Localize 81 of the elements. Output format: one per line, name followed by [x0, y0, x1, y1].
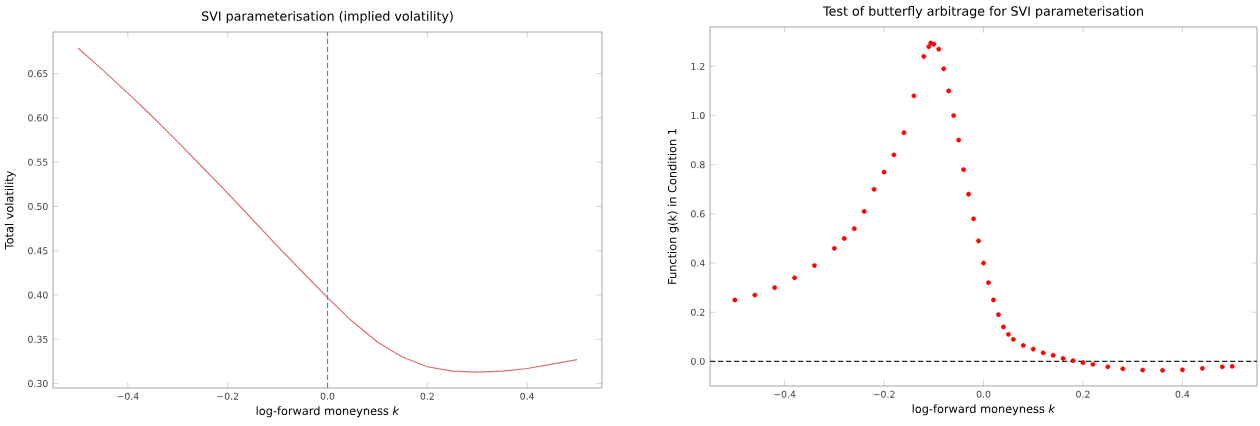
point — [961, 167, 967, 173]
point — [986, 280, 991, 286]
chart-title: Test of butterfly arbitrage for SVI parameterisation — [822, 6, 1143, 19]
point — [1060, 356, 1066, 361]
point — [966, 191, 971, 197]
x-tick-label: 0.2 — [420, 392, 434, 400]
y-tick-label: 1.2 — [691, 62, 705, 70]
x-tick-label: −0.2 — [873, 390, 895, 398]
point — [901, 130, 907, 136]
x-tick-label: −0.4 — [774, 390, 796, 398]
point — [996, 312, 1001, 318]
point — [1001, 324, 1006, 330]
y-tick-label: 0.0 — [691, 357, 705, 365]
y-tick-label: 0.2 — [691, 308, 705, 316]
y-axis-title: Total volatility — [4, 170, 16, 250]
x-tick-label: 0.4 — [1175, 390, 1190, 398]
point — [976, 238, 981, 244]
point — [936, 46, 942, 52]
point — [951, 113, 957, 118]
point — [1020, 343, 1026, 348]
y-tick-label: 0.50 — [28, 202, 48, 210]
x-tick-label: 0.4 — [520, 392, 535, 400]
point — [956, 137, 962, 143]
y-tick-label: 0.6 — [691, 210, 705, 218]
point — [1219, 364, 1225, 370]
point — [941, 66, 947, 72]
point — [1040, 350, 1046, 356]
point — [1199, 365, 1205, 371]
point — [871, 186, 877, 192]
point — [911, 93, 917, 99]
y-tick-label: 0.30 — [28, 380, 48, 388]
y-tick-label: 0.65 — [28, 70, 48, 78]
point — [1180, 367, 1185, 373]
point — [881, 169, 887, 175]
point — [732, 297, 738, 303]
x-tick-label: 0.0 — [976, 390, 991, 398]
y-axis-title: Function g(k) in Condition 1 — [667, 129, 679, 284]
x-tick-label: 0.2 — [1076, 390, 1090, 398]
point — [891, 152, 897, 158]
point — [831, 245, 837, 251]
point — [1010, 336, 1016, 342]
point — [1160, 367, 1165, 373]
point — [1105, 364, 1111, 370]
x-tick-label: −0.4 — [117, 392, 139, 400]
point — [851, 226, 857, 232]
point — [931, 41, 937, 47]
line-series — [77, 47, 578, 373]
point — [1140, 367, 1146, 373]
point — [752, 292, 758, 298]
point — [1090, 361, 1096, 367]
x-axis-title: log-forward moneyness k — [912, 404, 1056, 416]
chart-title: SVI parameterisation (implied volatility) — [201, 11, 453, 24]
y-tick-label: 0.40 — [28, 291, 48, 299]
point — [946, 88, 952, 94]
point — [772, 285, 778, 291]
point — [1070, 358, 1076, 364]
point — [792, 275, 797, 281]
x-tick-label: 0.0 — [320, 392, 335, 400]
x-tick-label: −0.2 — [217, 392, 239, 400]
y-tick-label: 0.60 — [28, 114, 48, 122]
y-tick-label: 0.8 — [691, 161, 705, 169]
y-tick-label: 0.45 — [28, 247, 48, 255]
point — [926, 44, 932, 50]
y-tick-label: 0.55 — [28, 158, 48, 166]
point — [991, 297, 996, 303]
point — [1080, 360, 1086, 366]
point — [1005, 331, 1011, 337]
y-tick-label: 0.4 — [691, 259, 705, 267]
point — [1229, 363, 1235, 369]
point — [1120, 366, 1126, 372]
point — [861, 209, 867, 214]
point — [971, 216, 976, 222]
x-axis-title: log-forward moneyness k — [256, 406, 400, 418]
point — [1050, 352, 1056, 358]
point — [921, 54, 927, 59]
point — [812, 263, 817, 268]
point — [1030, 346, 1036, 352]
y-tick-label: 0.35 — [28, 335, 48, 343]
y-tick-label: 1.0 — [691, 112, 705, 120]
point — [981, 260, 986, 266]
point — [841, 236, 847, 241]
